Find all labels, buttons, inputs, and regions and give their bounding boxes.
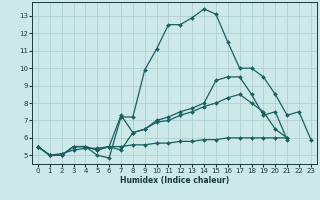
X-axis label: Humidex (Indice chaleur): Humidex (Indice chaleur) (120, 176, 229, 185)
